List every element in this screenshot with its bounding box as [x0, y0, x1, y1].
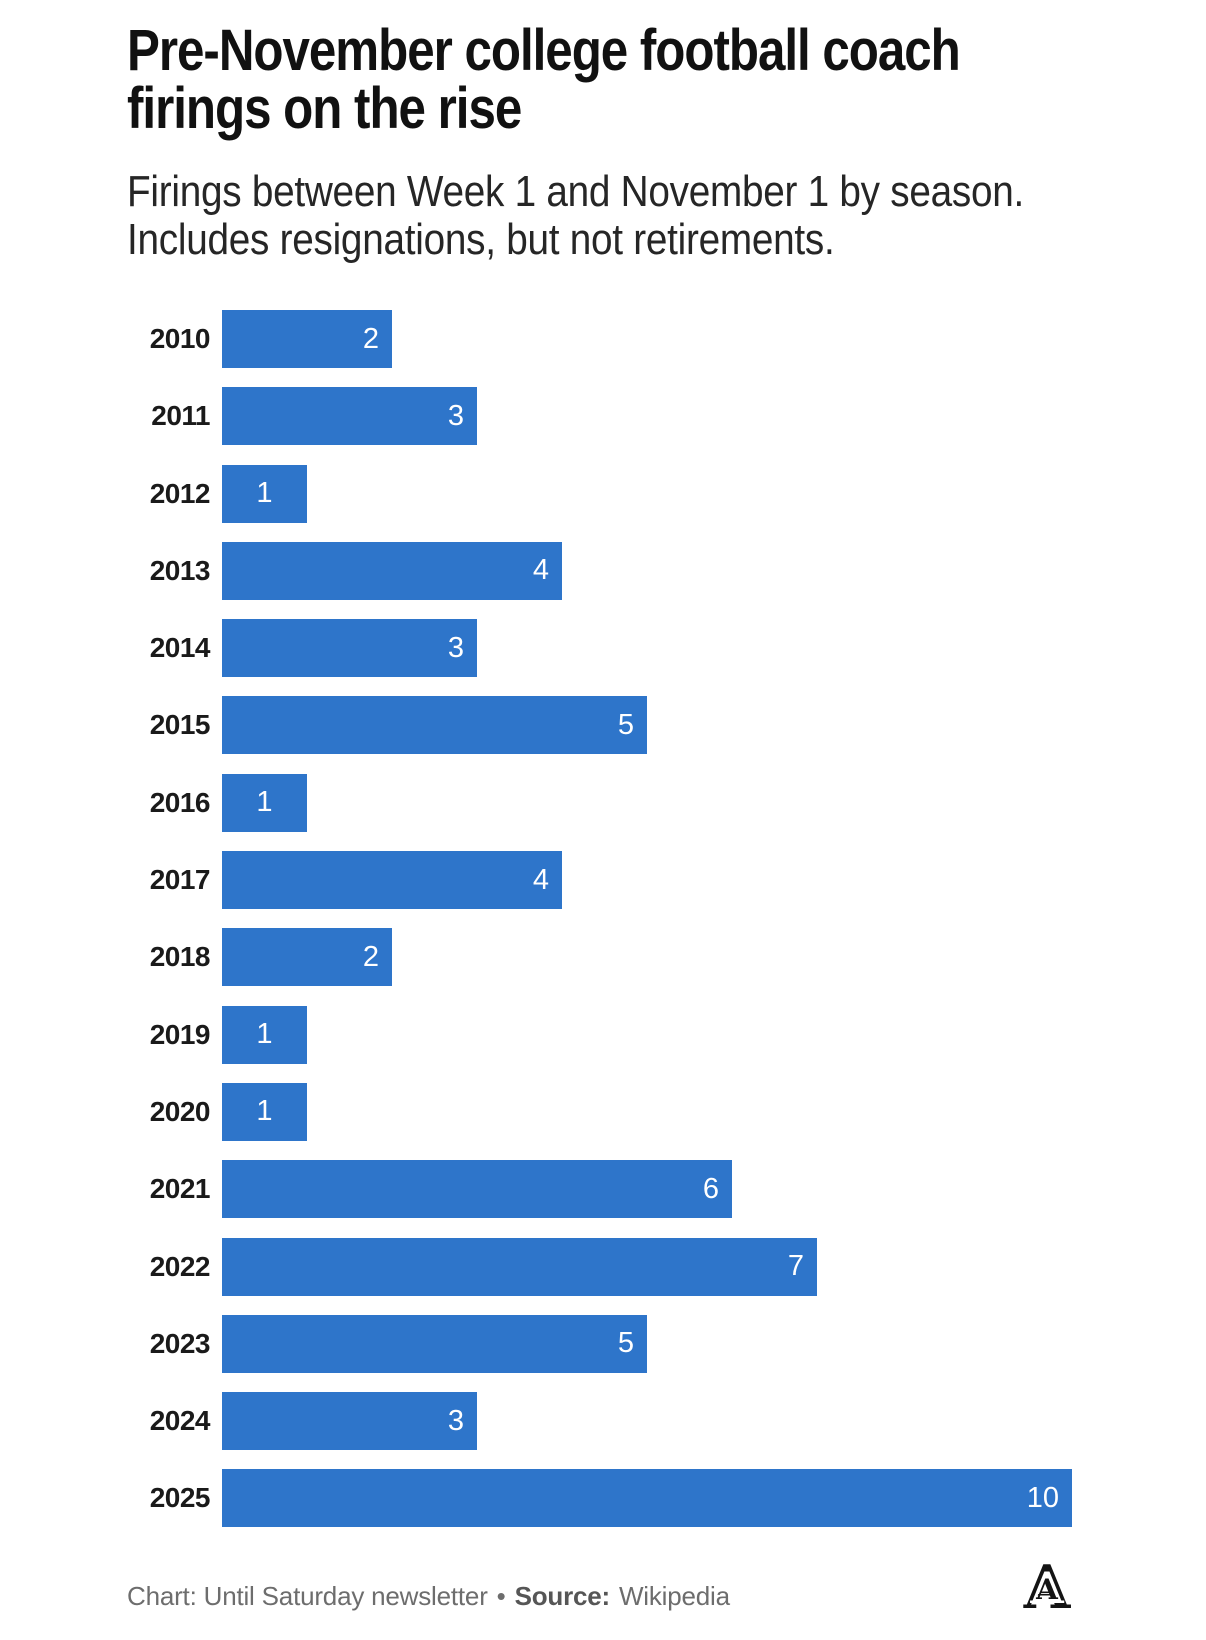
year-label: 2025 [149, 1482, 211, 1514]
bar: 1 [222, 773, 307, 832]
value-label: 4 [532, 554, 549, 587]
year-label: 2018 [149, 941, 211, 973]
svg-text:A: A [1023, 1556, 1072, 1616]
year-label: 2024 [149, 1405, 211, 1437]
chart-title: Pre-November college football coach firi… [127, 18, 961, 141]
value-label: 5 [617, 708, 634, 741]
bar: 2 [222, 310, 392, 368]
chart-footer: Chart: Until Saturday newsletter • Sourc… [127, 1581, 730, 1611]
bar-row: 2023 5 [127, 1314, 1079, 1373]
value-label: 5 [617, 1327, 634, 1360]
value-label: 3 [447, 1404, 464, 1437]
value-label: 4 [532, 863, 549, 896]
value-label: 1 [256, 477, 273, 510]
value-label: 2 [362, 322, 379, 355]
the-athletic-a-logo: A A A [1023, 1556, 1072, 1616]
svg-text:A: A [1035, 1573, 1059, 1606]
year-label: 2011 [151, 400, 210, 432]
chart-subtitle: Firings between Week 1 and November 1 by… [127, 167, 1025, 264]
year-label: 2014 [149, 632, 211, 664]
bar-row: 2024 3 [127, 1392, 1079, 1451]
year-label: 2019 [149, 1018, 211, 1050]
year-label: 2020 [149, 1095, 211, 1127]
year-label: 2017 [149, 864, 211, 896]
value-label: 2 [362, 940, 379, 973]
value-label: 6 [702, 1172, 719, 1205]
bar: 1 [222, 1082, 307, 1141]
bar-row: 2019 1 [127, 1005, 1079, 1064]
svg-text:A: A [1029, 1564, 1064, 1614]
bar-row: 2014 3 [127, 619, 1079, 678]
bar-row: 2013 4 [127, 541, 1079, 600]
bar: 1 [222, 1005, 307, 1064]
bar: 7 [222, 1237, 817, 1296]
value-label: 1 [256, 786, 273, 819]
year-label: 2012 [149, 477, 211, 509]
year-label: 2023 [149, 1327, 211, 1359]
year-label: 2010 [149, 323, 211, 354]
bar-row: 2025 10 [127, 1469, 1079, 1528]
bar-row: 2017 4 [127, 851, 1079, 910]
chart-credit: Chart: Until Saturday newsletter [127, 1581, 488, 1611]
bar: 4 [222, 541, 562, 600]
bar: 3 [222, 1392, 477, 1451]
bullet-separator: • [496, 1581, 506, 1611]
source-label: Source: [514, 1581, 611, 1611]
bar-row: 2015 5 [127, 696, 1079, 755]
value-label: 7 [787, 1250, 804, 1283]
value-label: 3 [447, 399, 464, 432]
bar-row: 2022 7 [127, 1237, 1079, 1296]
year-label: 2022 [149, 1250, 211, 1282]
bar-row: 2018 2 [127, 928, 1079, 987]
year-label: 2016 [149, 786, 211, 818]
value-label: 1 [256, 1095, 273, 1128]
bar: 4 [222, 851, 562, 910]
source-value: Wikipedia [618, 1581, 730, 1611]
bar: 5 [222, 696, 647, 755]
bar: 5 [222, 1314, 647, 1373]
value-label: 10 [1026, 1481, 1059, 1514]
bar-row: 2016 1 [127, 773, 1079, 832]
bar-chart: 2010 2 2011 3 2012 1 2013 4 2014 3 2015 5 2016 1 2017 4… [127, 310, 1079, 1528]
year-label: 2021 [149, 1173, 211, 1205]
value-label: 3 [447, 631, 464, 664]
bar-row: 2020 1 [127, 1082, 1079, 1141]
bar-row: 2011 3 [127, 387, 1079, 446]
bar: 1 [222, 464, 307, 523]
chart-header: Pre-November college football coach firi… [127, 22, 1137, 264]
bar-row: 2010 2 [127, 310, 1079, 368]
bar: 6 [222, 1160, 732, 1219]
year-label: 2015 [149, 709, 211, 741]
bar-row: 2021 6 [127, 1160, 1079, 1219]
bar-row: 2012 1 [127, 464, 1079, 523]
bar: 3 [222, 619, 477, 678]
bar: 10 [222, 1469, 1072, 1528]
year-label: 2013 [149, 554, 211, 586]
bar: 3 [222, 387, 477, 446]
bar: 2 [222, 928, 392, 987]
value-label: 1 [256, 1018, 273, 1051]
